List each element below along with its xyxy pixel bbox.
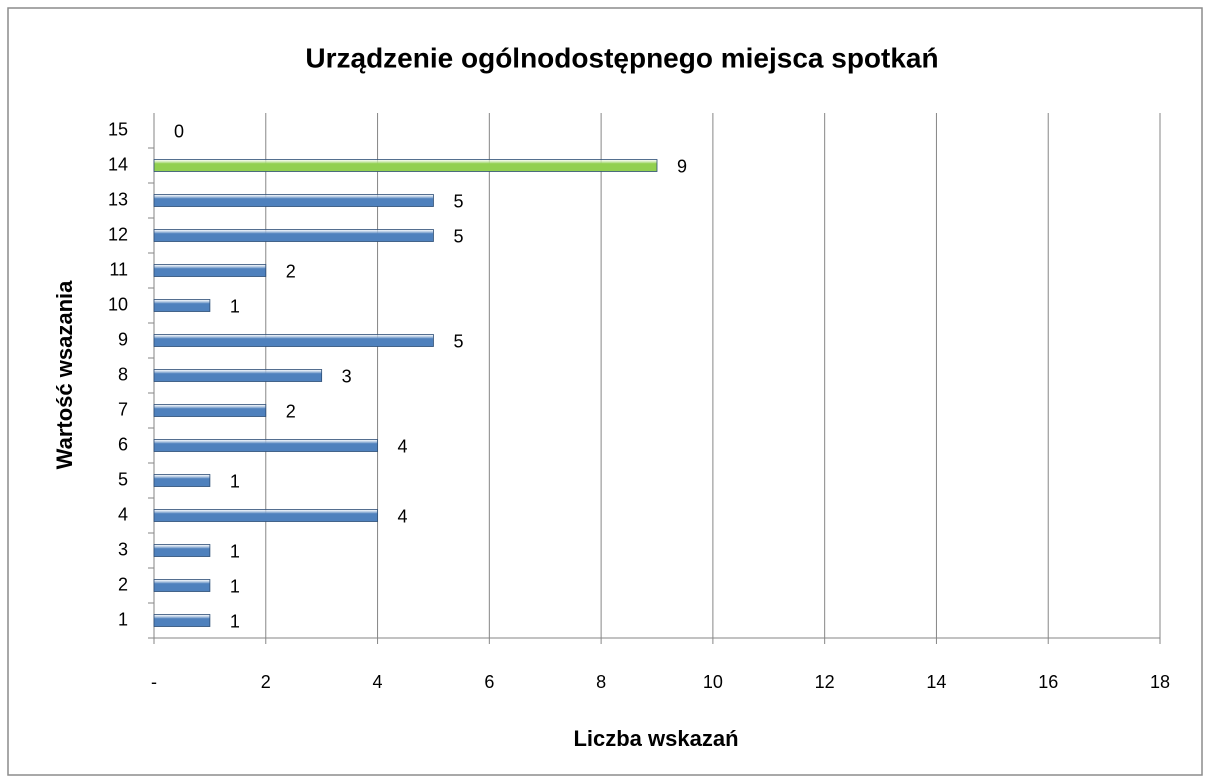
x-tick-label: 10 xyxy=(703,672,723,692)
bar xyxy=(153,229,434,242)
x-tick-label: - xyxy=(151,672,157,692)
data-label: 5 xyxy=(453,226,463,246)
y-tick-label: 12 xyxy=(108,224,128,244)
y-tick-label: 8 xyxy=(118,364,128,384)
chart-frame xyxy=(7,7,1203,776)
chart-title: Urządzenie ogólnodostępnego miejsca spot… xyxy=(305,42,938,73)
bar xyxy=(153,299,211,312)
data-label: 4 xyxy=(398,436,408,456)
y-tick-label: 9 xyxy=(118,329,128,349)
bar xyxy=(153,614,211,627)
y-tick-label: 4 xyxy=(118,504,128,524)
data-label: 2 xyxy=(286,261,296,281)
data-label: 5 xyxy=(453,331,463,351)
y-tick-label: 14 xyxy=(108,154,128,174)
bar xyxy=(153,439,378,452)
bar xyxy=(153,509,378,522)
data-label: 1 xyxy=(230,611,240,631)
x-tick-label: 12 xyxy=(815,672,835,692)
x-tick-label: 8 xyxy=(596,672,606,692)
bar xyxy=(153,334,434,347)
data-label: 1 xyxy=(230,576,240,596)
x-tick-label: 6 xyxy=(484,672,494,692)
data-label: 1 xyxy=(230,471,240,491)
y-tick-label: 7 xyxy=(118,399,128,419)
y-tick-label: 11 xyxy=(109,259,128,279)
y-tick-label: 5 xyxy=(118,469,128,489)
x-tick-label: 2 xyxy=(261,672,271,692)
y-tick-label: 3 xyxy=(118,539,128,559)
x-tick-label: 14 xyxy=(926,672,946,692)
data-label: 2 xyxy=(286,401,296,421)
x-axis-title: Liczba wskazań xyxy=(573,726,738,751)
x-tick-label: 16 xyxy=(1038,672,1058,692)
bar xyxy=(153,404,267,417)
y-tick-label: 1 xyxy=(118,609,128,629)
data-label: 9 xyxy=(677,156,687,176)
x-tick-label: 4 xyxy=(373,672,383,692)
bar xyxy=(153,194,434,207)
y-tick-label: 10 xyxy=(108,294,128,314)
y-tick-label: 13 xyxy=(108,189,128,209)
y-tick-label: 6 xyxy=(118,434,128,454)
x-tick-label: 18 xyxy=(1150,672,1170,692)
y-axis-title: Wartość wsazania xyxy=(52,280,77,469)
data-label: 1 xyxy=(230,296,240,316)
data-label: 1 xyxy=(230,541,240,561)
bar xyxy=(153,159,658,172)
bar xyxy=(153,544,211,557)
bar xyxy=(153,474,211,487)
data-label: 4 xyxy=(398,506,408,526)
data-label: 5 xyxy=(453,191,463,211)
y-tick-label: 15 xyxy=(108,119,128,139)
y-tick-label: 2 xyxy=(118,574,128,594)
data-label: 0 xyxy=(174,121,184,141)
bar xyxy=(153,264,267,277)
data-label: 3 xyxy=(342,366,352,386)
bar xyxy=(153,369,323,382)
bar xyxy=(153,579,211,592)
